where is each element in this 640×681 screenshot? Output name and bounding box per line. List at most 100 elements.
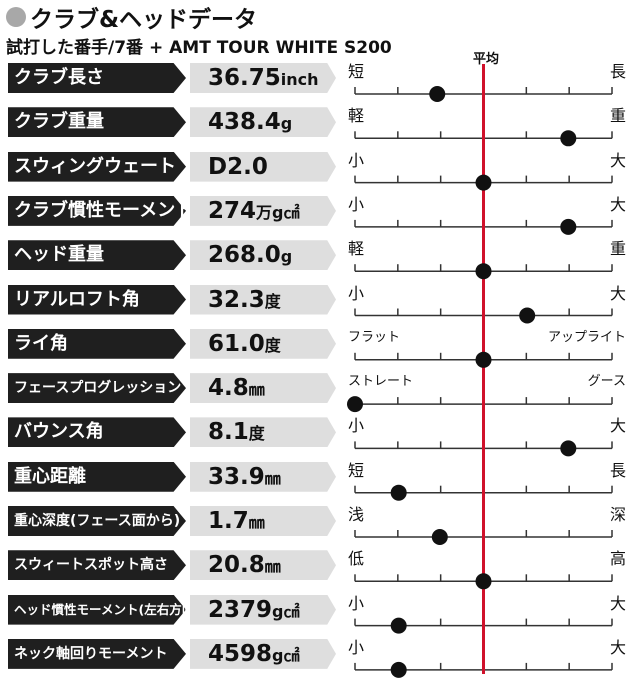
row-value-box <box>190 461 336 492</box>
row-value: 8.1度 <box>208 416 265 448</box>
row-value: 1.7㎜ <box>208 505 265 537</box>
row-name-box <box>8 417 186 448</box>
row-value-box <box>190 151 336 182</box>
row-value: 33.9㎜ <box>208 461 281 493</box>
data-row: フェースプログレッション 4.8㎜ ストレート グース <box>0 366 640 410</box>
data-row: 重心距離 33.9㎜ 短 長 <box>0 455 640 499</box>
scale-low-label: 浅 <box>348 505 365 524</box>
row-name-box <box>8 373 186 404</box>
scale-high-label: 大 <box>609 593 626 613</box>
row-name: リアルロフト角 <box>14 288 140 310</box>
row-value: 4598g㎠ <box>208 638 299 670</box>
row-value-unit: 度 <box>248 424 265 444</box>
row-value-unit: g <box>280 247 293 267</box>
row-value: 274万g㎠ <box>208 195 299 227</box>
row-value-unit: 度 <box>264 291 281 311</box>
scale-low-label: 小 <box>348 416 365 436</box>
row-value: 36.75inch <box>208 62 319 94</box>
scale-high-label: 大 <box>609 194 626 214</box>
row-value-unit: g㎠ <box>272 645 300 665</box>
row-name: クラブ重量 <box>14 111 104 133</box>
row-name: ネック軸回りモーメント <box>14 645 168 662</box>
row-value-number: 8.1 <box>208 419 249 446</box>
scale-low-label: 軽 <box>348 239 365 259</box>
row-value-box <box>190 107 336 138</box>
scale-high-label: 大 <box>609 283 626 303</box>
scale-high-label: グース <box>587 374 626 390</box>
data-row: ネック軸回りモーメント 4598g㎠ 小 大 <box>0 632 640 676</box>
row-name-box <box>8 594 186 625</box>
row-value-unit: ㎜ <box>264 468 281 488</box>
row-value-unit: inch <box>280 70 319 89</box>
row-value-box <box>190 63 336 93</box>
data-row: ヘッド慣性モーメント(左右方向) 2379g㎠ 小 大 <box>0 588 640 632</box>
scale-low-label: 小 <box>348 283 365 303</box>
chart-title: クラブ&ヘッドデータ <box>30 7 258 33</box>
row-value-number: 36.75 <box>208 65 281 91</box>
row-value: 20.8㎜ <box>208 549 281 581</box>
row-name-box <box>8 638 186 669</box>
row-value-box <box>190 638 336 669</box>
average-label: 平均 <box>472 52 499 67</box>
row-value: 438.4g <box>208 106 292 138</box>
row-name-box <box>8 550 186 581</box>
row-value-number: 274 <box>208 197 257 224</box>
row-name: バウンス角 <box>14 421 104 443</box>
data-row: クラブ慣性モーメント 274万g㎠ 小 大 <box>0 189 640 233</box>
row-value-box <box>190 594 336 625</box>
row-value-number: 4598 <box>208 640 273 667</box>
row-name: クラブ長さ <box>14 67 104 88</box>
scale-high-label: 大 <box>609 416 626 436</box>
scale-low-label: 低 <box>348 549 365 569</box>
scale-low-label: 小 <box>348 593 365 613</box>
data-row: クラブ長さ 36.75inch 短 長 <box>0 56 640 100</box>
scale-high-label: 深 <box>609 505 626 524</box>
row-value-box <box>190 373 336 404</box>
data-row: ヘッド重量 268.0g 軽 重 <box>0 233 640 277</box>
row-name: クラブ慣性モーメント <box>14 199 190 221</box>
row-value-box <box>190 328 336 359</box>
row-value-box <box>190 550 336 581</box>
scale-low-label: 軽 <box>348 106 365 126</box>
row-name: スウィングウェート <box>14 155 176 177</box>
row-value: 61.0度 <box>208 328 281 360</box>
row-value-number: 268.0 <box>208 242 281 269</box>
row-value-number: 1.7 <box>208 508 249 534</box>
row-name: 重心深度(フェース面から) <box>14 513 181 529</box>
chart-subtitle: 試打した番手/7番 + AMT TOUR WHITE S200 <box>6 38 392 58</box>
row-value-unit: g㎠ <box>272 601 300 621</box>
scale-high-label: 長 <box>609 460 626 480</box>
row-value-box <box>190 195 336 226</box>
data-row: バウンス角 8.1度 小 大 <box>0 410 640 454</box>
data-row: ライ角 61.0度 フラット アップライト <box>0 322 640 366</box>
row-value-unit: g <box>280 114 293 134</box>
row-value: 2379g㎠ <box>208 594 299 626</box>
scale-low-label: 短 <box>348 460 365 480</box>
row-value-number: 438.4 <box>208 109 281 136</box>
row-value: D2.0 <box>208 151 268 183</box>
scale-low-label: フラット <box>348 329 401 345</box>
scale-high-label: 重 <box>609 239 626 259</box>
row-name: ヘッド慣性モーメント(左右方向) <box>14 601 190 617</box>
scale-high-label: 大 <box>609 150 626 170</box>
row-name: スウィートスポット高さ <box>14 557 168 574</box>
data-row: リアルロフト角 32.3度 小 大 <box>0 278 640 322</box>
row-name-box <box>8 328 186 359</box>
row-value-box <box>190 284 336 315</box>
row-value-number: D2.0 <box>208 153 268 180</box>
title-row: クラブ&ヘッドデータ <box>6 2 258 33</box>
row-value-number: 32.3 <box>208 286 265 313</box>
row-name: ヘッド重量 <box>14 244 104 266</box>
row-value-box <box>190 417 336 448</box>
row-value: 4.8㎜ <box>208 372 265 404</box>
row-value-number: 61.0 <box>208 330 265 357</box>
scale-low-label: 短 <box>348 62 365 81</box>
row-name: フェースプログレッション <box>14 380 182 397</box>
row-value-unit: ㎜ <box>248 513 265 532</box>
scale-low-label: 小 <box>348 637 365 657</box>
row-value-number: 2379 <box>208 596 273 623</box>
row-value-box <box>190 506 336 536</box>
row-name-box <box>8 63 186 93</box>
row-value-unit: ㎜ <box>264 557 281 577</box>
row-name-box <box>8 240 186 271</box>
